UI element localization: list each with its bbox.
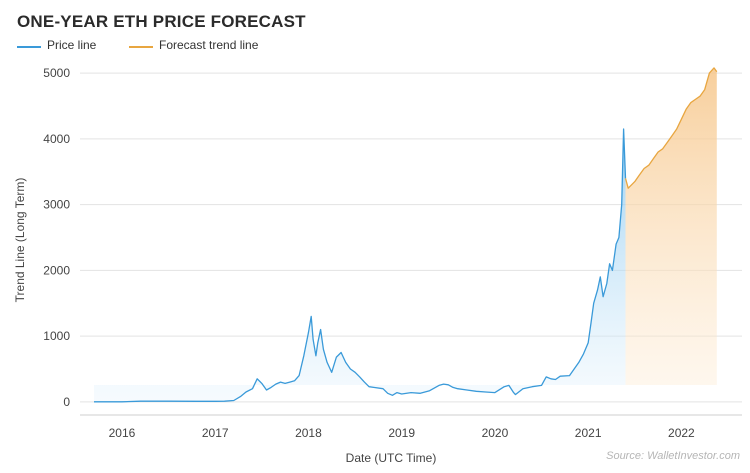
chart-title: ONE-YEAR ETH PRICE FORECAST: [17, 12, 306, 31]
series-lines: [94, 67, 718, 403]
x-axis-label: Date (UTC Time): [346, 451, 437, 465]
x-tick-label-2020: 2020: [482, 426, 509, 440]
y-tick-label-2000: 2000: [43, 263, 70, 277]
y-axis-label: Trend Line (Long Term): [13, 178, 27, 303]
y-tick-label-1000: 1000: [43, 329, 70, 343]
x-tick-label-2022: 2022: [668, 426, 695, 440]
series-line-forecast-trend-line: [624, 67, 718, 189]
series-area-forecast-trend-line: [625, 67, 717, 386]
y-tick-label-4000: 4000: [43, 132, 70, 146]
x-tick-label-2017: 2017: [202, 426, 229, 440]
legend-swatch-forecast-trend-line: [129, 46, 153, 48]
x-tick-label-2018: 2018: [295, 426, 322, 440]
legend-label-price-line: Price line: [47, 38, 97, 52]
series-areas: [94, 67, 717, 402]
series-line-price-line: [94, 128, 627, 403]
source-credit: Source: WalletInvestor.com: [606, 450, 740, 462]
x-tick-label-2016: 2016: [109, 426, 136, 440]
y-axis-ticks: 0 1000 2000 3000 4000 5000: [43, 66, 70, 409]
y-tick-label-5000: 5000: [43, 66, 70, 80]
x-tick-label-2021: 2021: [575, 426, 602, 440]
legend-label-forecast-trend-line: Forecast trend line: [159, 38, 259, 52]
legend-swatch-price-line: [17, 46, 41, 48]
y-tick-label-3000: 3000: [43, 198, 70, 212]
axis-labels: Date (UTC Time) Trend Line (Long Term): [13, 178, 436, 465]
x-tick-label-2019: 2019: [388, 426, 415, 440]
series-area-price-line: [94, 129, 626, 402]
y-tick-label-0: 0: [63, 395, 70, 409]
x-axis-ticks: 2016 2017 2018 2019 2020 2021 2022: [109, 426, 695, 440]
